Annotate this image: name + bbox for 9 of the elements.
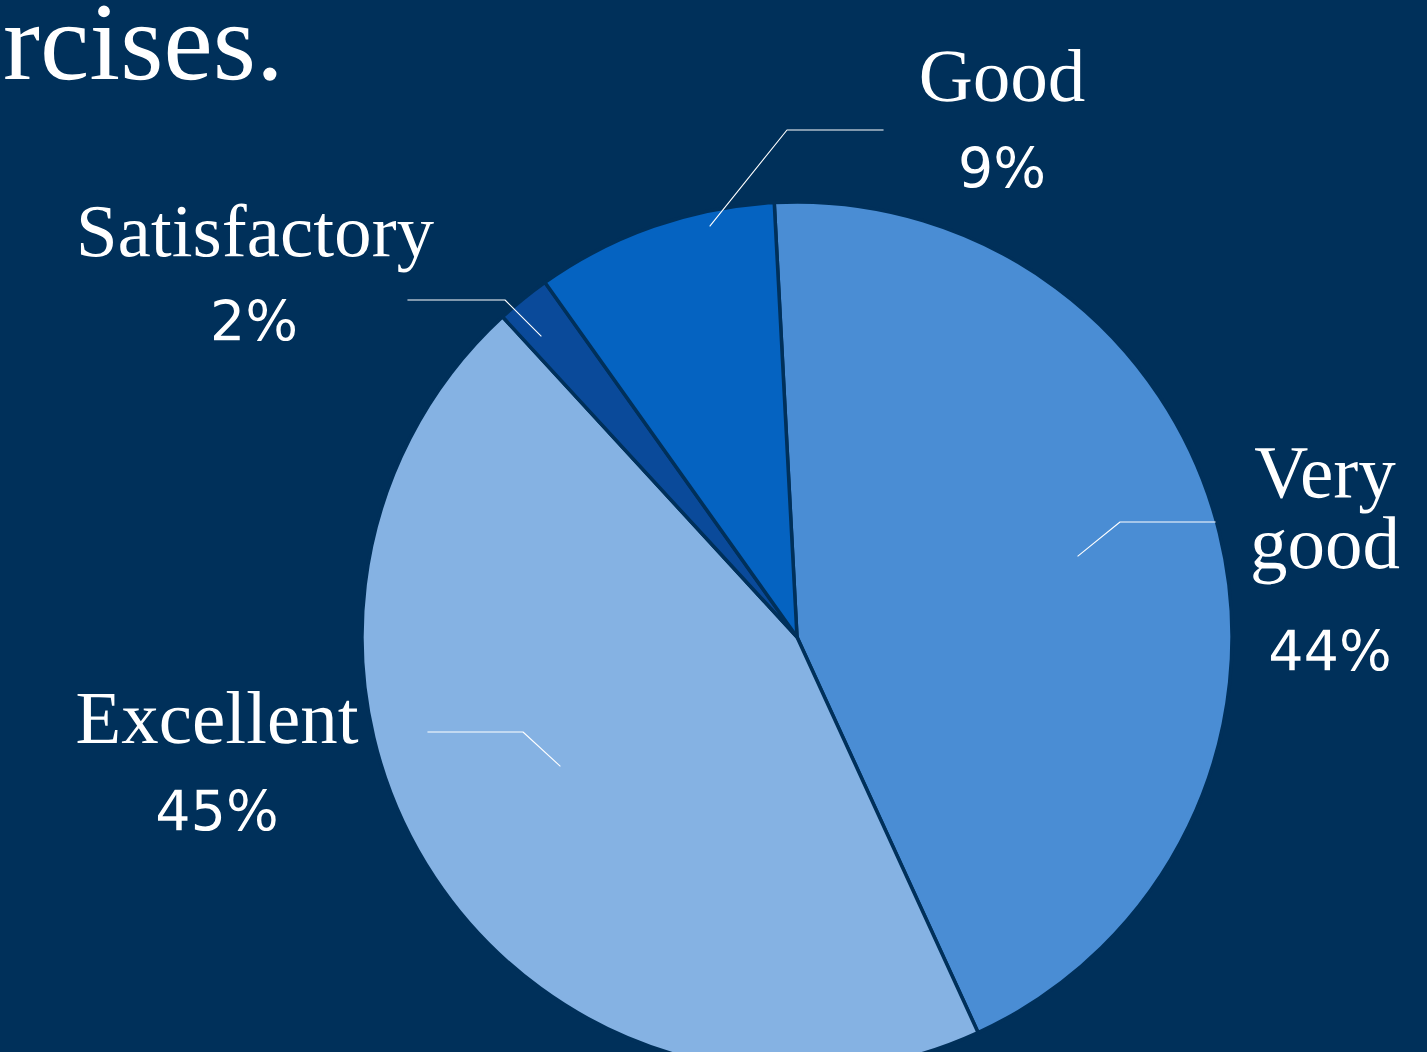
data-label: 45% <box>157 789 276 832</box>
slice-label: Excellent <box>77 690 359 744</box>
slice-label: Good <box>921 48 1085 102</box>
data-label: 2% <box>214 299 295 342</box>
data-label: 9% <box>961 146 1043 189</box>
chart-title: rcises. <box>5 5 277 81</box>
slice-label: Very good <box>1253 448 1400 585</box>
slice-label: Satisfactory <box>80 203 434 273</box>
data-label: 44% <box>1270 629 1389 672</box>
